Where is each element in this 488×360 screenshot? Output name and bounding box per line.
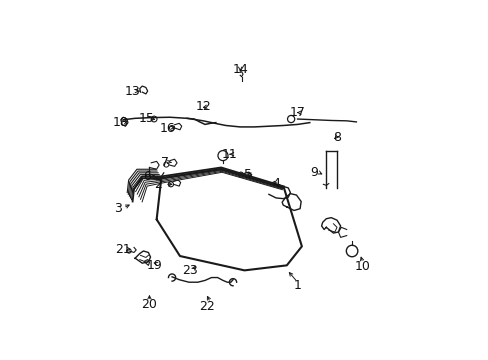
Text: 15: 15 [139,112,155,125]
Text: 12: 12 [195,100,211,113]
Text: 20: 20 [141,298,157,311]
Text: 10: 10 [354,260,370,273]
Text: 18: 18 [113,116,128,129]
Text: 14: 14 [232,63,247,76]
Text: 11: 11 [221,148,237,161]
Text: 3: 3 [114,202,122,215]
Text: 23: 23 [182,264,198,277]
Text: 2: 2 [153,178,162,191]
Text: 1: 1 [293,279,301,292]
Text: 8: 8 [332,131,340,144]
Text: 7: 7 [161,156,168,169]
Text: 22: 22 [199,300,214,313]
Text: 13: 13 [124,85,140,98]
Text: 4: 4 [271,177,280,190]
Text: 19: 19 [146,259,162,272]
Text: 17: 17 [289,106,305,119]
Text: 9: 9 [310,166,318,179]
Text: 6: 6 [142,170,151,183]
Text: 5: 5 [244,168,252,181]
Text: 21: 21 [115,243,131,256]
Text: 16: 16 [159,122,175,135]
